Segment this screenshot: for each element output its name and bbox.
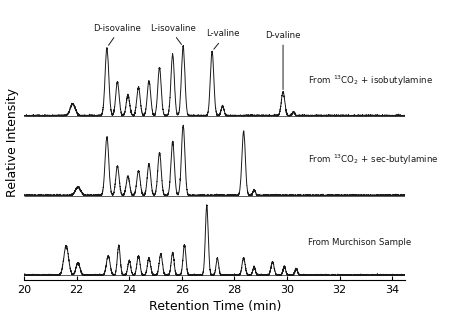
Y-axis label: Relative Intensity: Relative Intensity: [5, 88, 18, 197]
Text: D-valine: D-valine: [265, 31, 300, 89]
X-axis label: Retention Time (min): Retention Time (min): [148, 300, 280, 314]
Text: L-valine: L-valine: [205, 29, 239, 49]
Text: D-isovaline: D-isovaline: [93, 24, 141, 45]
Text: From $^{13}$CO$_2$ + sec-butylamine: From $^{13}$CO$_2$ + sec-butylamine: [307, 153, 437, 167]
Text: L-isovaline: L-isovaline: [149, 24, 195, 44]
Text: From $^{13}$CO$_2$ + isobutylamine: From $^{13}$CO$_2$ + isobutylamine: [307, 73, 432, 88]
Text: From Murchison Sample: From Murchison Sample: [307, 238, 410, 247]
